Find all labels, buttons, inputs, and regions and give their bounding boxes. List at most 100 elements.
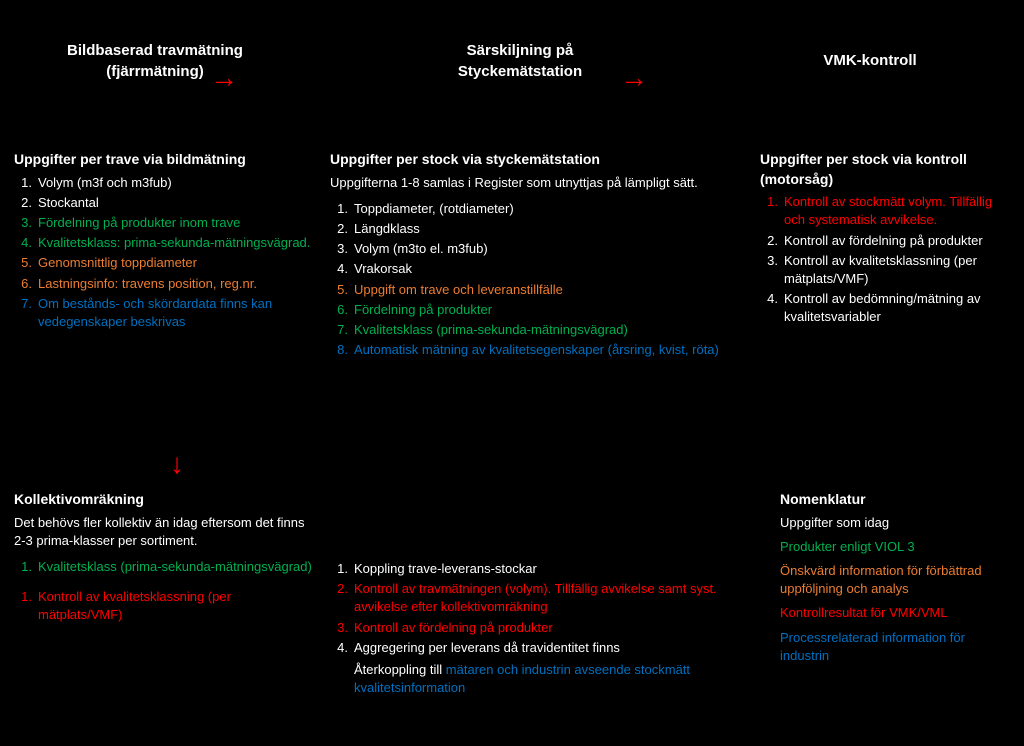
list-item-number: 3. (330, 240, 348, 258)
list-item: 1. Koppling trave-leverans-stockar (330, 560, 730, 578)
list-item-number: 1. (330, 560, 348, 578)
boxC-heading: Uppgifter per stock via styckemätstation (330, 150, 730, 170)
list-item-number: 4. (14, 234, 32, 252)
list-item-text: Genomsnittlig toppdiameter (38, 255, 197, 270)
box-trave-bildmatning: Uppgifter per trave via bildmätning 1. Vo… (14, 150, 314, 333)
list-item-text: Längdklass (354, 221, 420, 236)
boxE-list: 1. Kontroll av stockmätt volym. Tillfälli… (760, 193, 1010, 326)
legend-row: Processrelaterad information för industr… (780, 629, 1015, 665)
list-item-text: Kontroll av fördelning på produkter (784, 233, 983, 248)
list-item-text: Fördelning på produkter (354, 302, 492, 317)
list-item-number: 3. (330, 619, 348, 637)
list-item-number: 3. (760, 252, 778, 270)
list-item-number: 6. (14, 275, 32, 293)
list-item-number: 1. (760, 193, 778, 211)
box-stock-styckematstation: Uppgifter per stock via styckemätstation… (330, 150, 730, 361)
tail-mid: mätaren (446, 662, 497, 677)
box-kontroll-motorsag: Uppgifter per stock via kontroll (motors… (760, 150, 1010, 329)
list-item-text: Kvalitetsklass (prima-sekunda-mätningsvä… (38, 559, 312, 574)
col1-sub: (fjärrmätning) (0, 61, 310, 82)
list-item: 1. Volym (m3f och m3fub) (14, 174, 314, 192)
list-item-text: Aggregering per leverans då travidentite… (354, 640, 620, 655)
list-item: 1. Kontroll av stockmätt volym. Tillfälli… (760, 193, 1010, 229)
list-item-text: Vrakorsak (354, 261, 412, 276)
col1-title: Bildbaserad travmätning (0, 40, 310, 61)
boxC-desc: Uppgifterna 1-8 samlas i Register som ut… (330, 174, 730, 192)
list-item-text: Kontroll av bedömning/mätning av kvalite… (784, 291, 981, 324)
col2-title: Särskiljning på (330, 40, 710, 61)
legend-row: Kontrollresultat för VMK/VML (780, 604, 1015, 622)
list-item-number: 7. (14, 295, 32, 313)
col2-sub: Styckemätstation (330, 61, 710, 82)
list-item: 7. Om bestånds- och skördardata finns kan… (14, 295, 314, 331)
list-item-text: Kontroll av kvalitetsklassning (per mätp… (784, 253, 977, 286)
col2-header: Särskiljning på Styckemätstation (330, 40, 710, 82)
list-item-number: 5. (14, 254, 32, 272)
list-item: 4. Kvalitetsklass: prima-sekunda-mätnings… (14, 234, 314, 252)
boxB-heading: Kollektivomräkning (14, 490, 314, 510)
list-item-number: 1. (14, 588, 32, 606)
list-item-text: Lastningsinfo: travens position, reg.nr. (38, 276, 257, 291)
list-item-text: Kontroll av fördelning på produkter (354, 620, 553, 635)
list-item: 2. Kontroll av fördelning på produkter (760, 232, 1010, 250)
list-item-text: Volym (m3f och m3fub) (38, 175, 172, 190)
arrow-right-1: → (210, 58, 238, 97)
list-item: 3. Volym (m3to el. m3fub) (330, 240, 730, 258)
col3-title: VMK-kontroll (730, 50, 1010, 71)
list-item-number: 2. (760, 232, 778, 250)
list-item-number: 8. (330, 341, 348, 359)
tail-pre: Återkoppling till (354, 662, 446, 677)
legend-row: Önskvärd information för förbättrad uppf… (780, 562, 1015, 598)
list-item: 1. Kvalitetsklass (prima-sekunda-mätnings… (14, 558, 314, 576)
legend-heading: Nomenklatur (780, 490, 1015, 510)
list-item: 2. Längdklass (330, 220, 730, 238)
list-item: 6. Lastningsinfo: travens position, reg.n… (14, 275, 314, 293)
list-item-text: Stockantal (38, 195, 99, 210)
list-item: 7.Kvalitetsklass (prima-sekunda-mätnings… (330, 321, 730, 339)
list-item-number: 2. (330, 220, 348, 238)
list-item: 3. Kontroll av kvalitetsklassning (per mä… (760, 252, 1010, 288)
list-item-number: 1. (14, 558, 32, 576)
col3-header: VMK-kontroll (730, 50, 1010, 71)
list-item-number: 1. (330, 200, 348, 218)
boxD-list: 1. Koppling trave-leverans-stockar 2. Kontr… (330, 560, 730, 657)
list-item-text: Kontroll av stockmätt volym. Tillfällig … (784, 194, 992, 227)
list-item-number: 4. (330, 639, 348, 657)
list-item-number: 1. (14, 174, 32, 192)
list-item-text: Kvalitetsklass (prima-sekunda-mätningsvä… (354, 322, 628, 337)
legend-row: Produkter enligt VIOL 3 (780, 538, 1015, 556)
list-item: 4. Kontroll av bedömning/mätning av kvali… (760, 290, 1010, 326)
list-item-text: Automatisk mätning av kvalitetsegenskape… (354, 342, 719, 357)
legend-row: Uppgifter som idag (780, 514, 1015, 532)
list-item: 5. Genomsnittlig toppdiameter (14, 254, 314, 272)
list-item-text: Koppling trave-leverans-stockar (354, 561, 537, 576)
col1-header: Bildbaserad travmätning (fjärrmätning) (0, 40, 310, 82)
list-item-number: 2. (330, 580, 348, 598)
boxB-list2: 1.Kontroll av kvalitetsklassning (per mä… (14, 588, 314, 624)
list-item-number: 4. (760, 290, 778, 308)
boxC-list: 1. Toppdiameter, (rotdiameter) 2. Längdklas… (330, 200, 730, 360)
boxA-list: 1. Volym (m3f och m3fub) 2. Stockantal 3. För… (14, 174, 314, 332)
boxB-list: 1. Kvalitetsklass (prima-sekunda-mätnings… (14, 558, 314, 576)
list-item: 8. Automatisk mätning av kvalitetsegenska… (330, 341, 730, 359)
list-item-text: Uppgift om trave och leveranstillfälle (354, 282, 563, 297)
list-item: 1. Toppdiameter, (rotdiameter) (330, 200, 730, 218)
list-item: 3. Fördelning på produkter inom trave (14, 214, 314, 232)
boxA-heading: Uppgifter per trave via bildmätning (14, 150, 314, 170)
arrow-down-1: ↓ (170, 444, 184, 483)
list-item-text: Volym (m3to el. m3fub) (354, 241, 488, 256)
list-item: 2. Stockantal (14, 194, 314, 212)
list-item-text: Toppdiameter, (rotdiameter) (354, 201, 514, 216)
list-item-number: 3. (14, 214, 32, 232)
list-item-text: Kontroll av travmätningen (volym). Tillf… (354, 581, 717, 614)
list-item: 3. Kontroll av fördelning på produkter (330, 619, 730, 637)
list-item: 2. Kontroll av travmätningen (volym). Til… (330, 580, 730, 616)
list-item-text: Fördelning på produkter inom trave (38, 215, 240, 230)
list-item-number: 2. (14, 194, 32, 212)
list-item: 5.Uppgift om trave och leveranstillfälle (330, 281, 730, 299)
list-item-text: Kvalitetsklass: prima-sekunda-mätningsvä… (38, 235, 310, 250)
legend-rows: Uppgifter som idag Produkter enligt VIOL … (780, 514, 1015, 665)
box-register-kontroll: 1. Koppling trave-leverans-stockar 2. Kontr… (330, 560, 730, 697)
list-item-text: Om bestånds- och skördardata finns kan v… (38, 296, 272, 329)
boxB-desc: Det behövs fler kollektiv än idag efters… (14, 514, 314, 550)
